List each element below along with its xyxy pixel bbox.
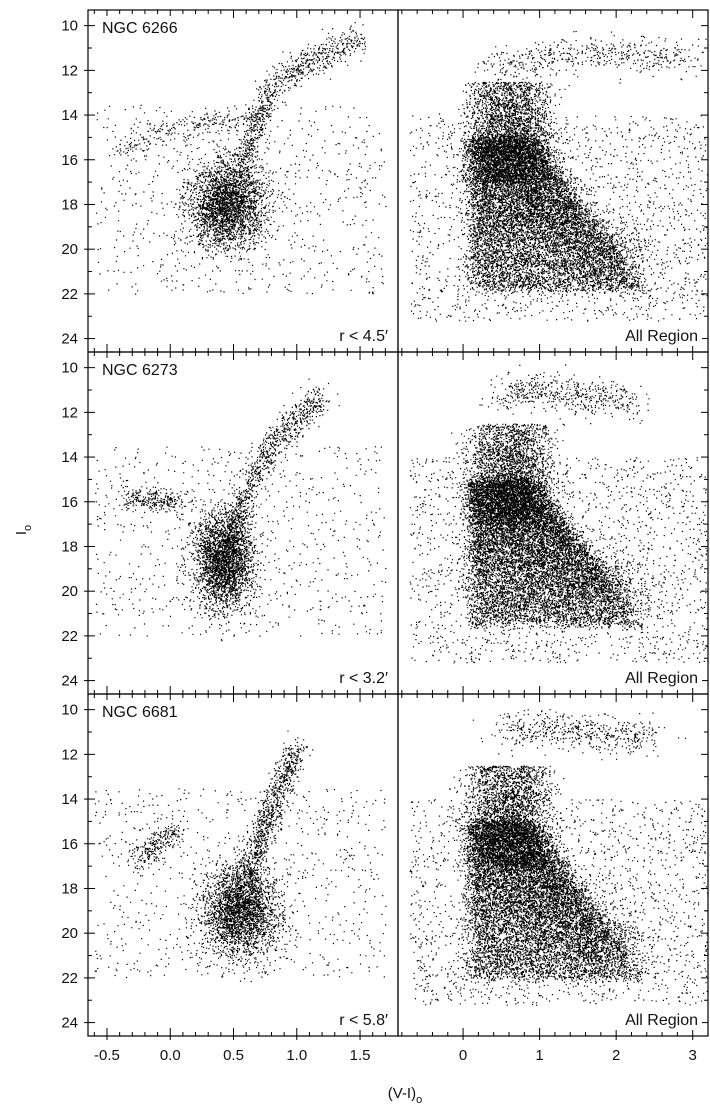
panel-4-axes: 10 12 14 16 18 20 22 24 -0.5 0.0 0.5 1.0 1.5: [61, 693, 399, 1064]
cluster-name-label: NGC 6273: [102, 362, 178, 379]
y-tick-label: 22: [61, 628, 78, 645]
y-tick-label: 18: [61, 196, 78, 213]
y-tick-label: 14: [61, 107, 78, 124]
y-tick-label: 22: [61, 970, 78, 987]
region-label-bg: [600, 324, 702, 346]
x-axis-title: (V-I)o: [388, 1085, 422, 1106]
labels-layer: NGC 6266 r < 4.5′ All Region NGC 6273 r < 3.…: [13, 16, 702, 1106]
x-tick-label: 1.0: [286, 1047, 307, 1064]
y-tick-label: 10: [61, 18, 78, 35]
region-label-bg: [600, 1008, 702, 1030]
y-tick-label: 20: [61, 241, 78, 258]
x-tick-label: 0.5: [223, 1047, 244, 1064]
cluster-name-label: NGC 6681: [102, 704, 178, 721]
y-tick-label: 24: [61, 673, 78, 690]
cluster-name-label: NGC 6266: [102, 20, 178, 37]
panel-5-axes: 0 1 2 3: [397, 693, 709, 1064]
y-tick-label: 16: [61, 494, 78, 511]
scatter-points: [96, 22, 387, 295]
y-axis-title-subscript: o: [22, 525, 34, 531]
y-tick-label: 20: [61, 925, 78, 942]
y-tick-label: 10: [61, 702, 78, 719]
scatter-points: [95, 378, 387, 642]
region-label-bg: [308, 1008, 392, 1030]
y-tick-label: 18: [61, 880, 78, 897]
y-tick-label: 12: [61, 404, 78, 421]
x-tick-label: 2: [612, 1047, 620, 1064]
y-tick-label: 14: [61, 449, 78, 466]
x-tick-label: -0.5: [94, 1047, 120, 1064]
scatter-points: [94, 730, 387, 983]
panel-1-points: [409, 30, 708, 322]
panel-3-points: [409, 364, 708, 664]
y-tick-label: 14: [61, 791, 78, 808]
region-label: r < 4.5′: [339, 328, 388, 345]
y-tick-label: 24: [61, 331, 78, 348]
y-axis-title: Io: [13, 525, 34, 535]
y-tick-label: 10: [61, 360, 78, 377]
scatter-points-layer: [94, 22, 708, 1006]
y-tick-label: 20: [61, 583, 78, 600]
y-tick-label: 22: [61, 286, 78, 303]
x-tick-label: 1: [535, 1047, 543, 1064]
x-axis-title-subscript: o: [416, 1094, 422, 1106]
scatter-points: [409, 30, 708, 322]
region-label: r < 5.8′: [339, 1012, 388, 1029]
y-tick-label: 12: [61, 62, 78, 79]
panel-frame: [87, 9, 399, 353]
y-tick-label: 12: [61, 746, 78, 763]
scatter-points: [409, 364, 708, 664]
region-label: All Region: [625, 328, 698, 345]
x-tick-label: 1.5: [350, 1047, 371, 1064]
y-tick-label: 16: [61, 836, 78, 853]
scatter-points: [409, 709, 708, 1006]
y-tick-label: 18: [61, 538, 78, 555]
panel-frame: [397, 693, 709, 1037]
y-tick-label: 24: [61, 1015, 78, 1032]
region-label: r < 3.2′: [339, 670, 388, 687]
x-tick-label: 0.0: [160, 1047, 181, 1064]
cluster-label-bg: [96, 700, 180, 722]
cluster-label-bg: [96, 16, 180, 38]
region-label-bg: [308, 324, 392, 346]
region-label: All Region: [625, 1012, 698, 1029]
region-label-bg: [600, 666, 702, 688]
x-tick-label: 3: [689, 1047, 697, 1064]
region-label-bg: [308, 666, 392, 688]
y-tick-label: 16: [61, 152, 78, 169]
x-tick-label: 0: [459, 1047, 467, 1064]
panel-2-points: [95, 378, 387, 642]
panel-5-points: [409, 709, 708, 1006]
axes-layer: 1012141618202224101214161820222410121416…: [61, 9, 709, 1064]
cluster-label-bg: [96, 358, 180, 380]
region-label: All Region: [625, 670, 698, 687]
panel-0-points: [96, 22, 387, 295]
panel-frame: [87, 693, 399, 1037]
panel-2-axes: 10 12 14 16 18 20 22 24: [61, 351, 399, 695]
panel-4-points: [94, 730, 387, 983]
